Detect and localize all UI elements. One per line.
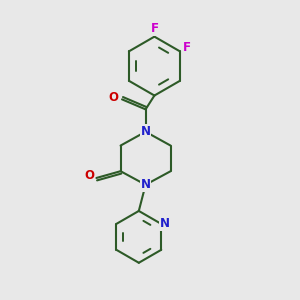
Text: N: N bbox=[141, 125, 151, 138]
Text: N: N bbox=[141, 178, 151, 191]
Text: O: O bbox=[109, 92, 119, 104]
Text: F: F bbox=[150, 22, 158, 35]
Text: O: O bbox=[84, 169, 94, 182]
Text: N: N bbox=[160, 218, 170, 230]
Text: F: F bbox=[183, 41, 191, 54]
